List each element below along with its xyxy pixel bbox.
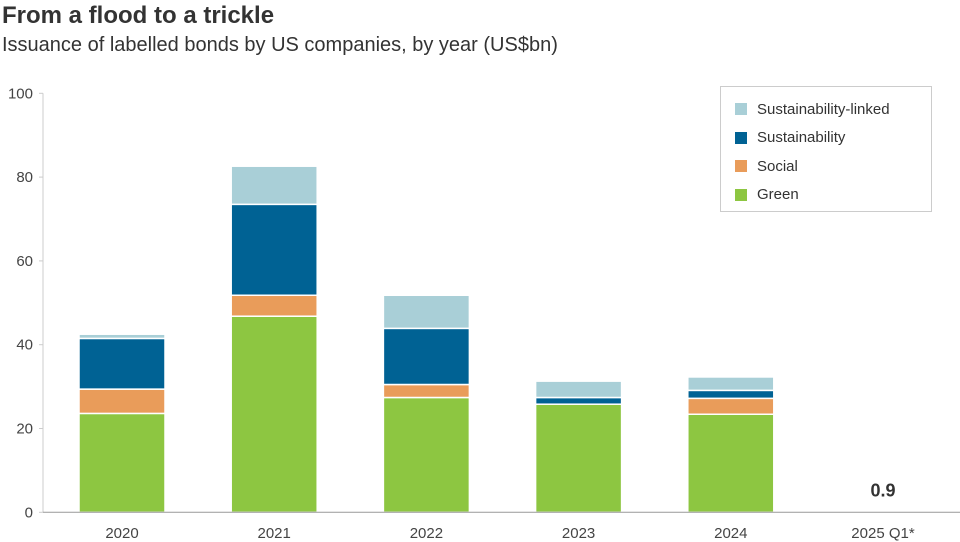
bar-segment-sustainability-linked [687, 376, 775, 392]
x-tick-label: 2023 [562, 525, 595, 542]
x-tick-label: 2022 [410, 525, 443, 542]
y-tick-label: 100 [8, 85, 33, 102]
data-label: 0.9 [870, 481, 895, 501]
bar-segment-sustainability-linked [78, 333, 166, 340]
bar-segment-green [230, 315, 318, 514]
legend-swatch [735, 131, 747, 144]
bar-segment-green [687, 413, 775, 514]
bar-segment-sustainability-linked [230, 165, 318, 206]
bar-segment-green [78, 412, 166, 514]
y-tick-label: 60 [16, 253, 33, 270]
legend-swatch [735, 160, 747, 173]
x-tick-label: 2021 [258, 525, 291, 542]
legend-label: Sustainability-linked [757, 100, 890, 118]
x-tick-label: 2025 Q1* [851, 525, 915, 542]
bar-segment-sustainability [534, 396, 623, 405]
y-tick-label: 80 [16, 169, 33, 186]
x-tick-label: 2024 [714, 525, 747, 542]
legend-label: Social [757, 157, 798, 175]
y-tick-label: 20 [16, 421, 33, 438]
legend: Sustainability-linked Sustainability Socia… [720, 86, 932, 212]
bar-segment-green [534, 403, 623, 514]
bar-segment-social [78, 388, 166, 415]
x-tick-label: 2020 [105, 525, 138, 542]
y-tick-label: 40 [16, 337, 33, 354]
bar-segment-sustainability-linked [382, 294, 471, 330]
legend-label: Sustainability [757, 129, 846, 147]
chart-title: From a flood to a trickle [2, 2, 275, 29]
bar-segment-sustainability-linked [839, 507, 927, 511]
legend-label: Green [757, 186, 799, 204]
bar-segment-green [382, 396, 471, 514]
legend-swatch [735, 188, 747, 201]
bar-segment-sustainability [687, 389, 775, 400]
bar-segment-social [382, 383, 471, 399]
bar-segment-sustainability [382, 327, 471, 386]
bar-segment-sustainability [230, 203, 318, 297]
legend-item: Sustainability-linked [735, 95, 931, 124]
legend-item: Social [735, 152, 931, 181]
legend-swatch [735, 103, 747, 116]
bar-segment-sustainability-linked [534, 380, 623, 399]
chart-subtitle: Issuance of labelled bonds by US compani… [2, 34, 558, 56]
bar-segment-sustainability [78, 337, 166, 390]
legend-item: Sustainability [735, 124, 931, 153]
bar-segment-social [687, 397, 775, 416]
y-tick-label: 0 [25, 504, 33, 521]
bar-segment-social [230, 294, 318, 317]
legend-item: Green [735, 181, 931, 210]
